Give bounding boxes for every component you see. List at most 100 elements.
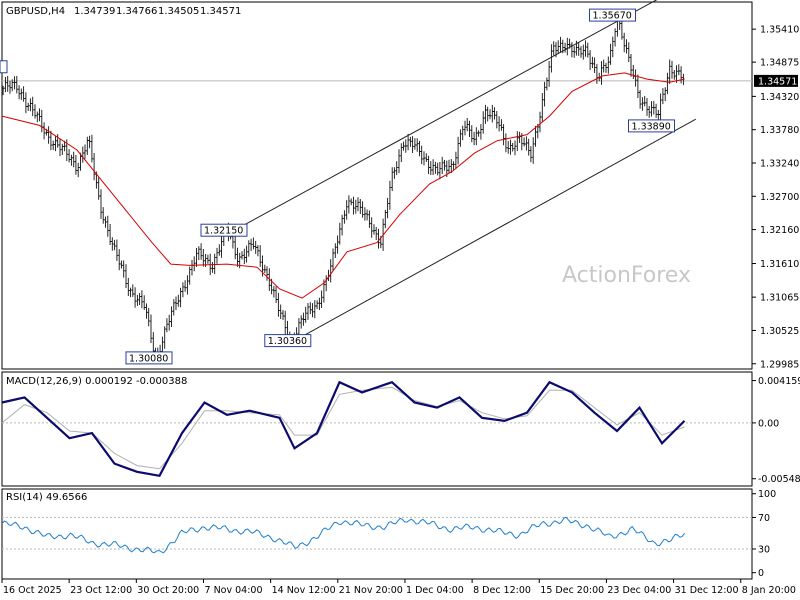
price-bar bbox=[461, 125, 464, 141]
price-bar bbox=[252, 237, 255, 250]
price-bar bbox=[507, 141, 510, 154]
price-bar bbox=[74, 155, 78, 175]
price-bar bbox=[340, 214, 344, 236]
price-bar bbox=[40, 109, 43, 133]
price-bar bbox=[240, 251, 244, 260]
price-bar bbox=[140, 290, 144, 309]
x-tick-label: 8 Jan 20:00 bbox=[742, 585, 796, 596]
price-bar bbox=[115, 239, 119, 261]
macd-signal-line bbox=[1, 386, 685, 470]
price-bar bbox=[177, 294, 180, 307]
x-tick-label: 7 Nov 04:00 bbox=[205, 585, 263, 596]
price-bar bbox=[648, 106, 651, 118]
price-bar bbox=[263, 264, 266, 273]
price-bar bbox=[29, 98, 32, 112]
price-bar bbox=[488, 109, 492, 120]
x-tick-label: 1 Dec 04:00 bbox=[406, 585, 464, 596]
price-bar bbox=[609, 43, 612, 65]
price-bar bbox=[493, 107, 496, 120]
price-bar bbox=[545, 77, 549, 91]
price-bar bbox=[234, 235, 237, 260]
price-bar bbox=[27, 102, 30, 111]
price-y-tick-label: 1.31065 bbox=[760, 293, 799, 304]
ohlc-open: 1.34739 bbox=[74, 6, 115, 17]
price-y-tick-label: 1.33240 bbox=[760, 159, 799, 170]
price-bar bbox=[47, 126, 50, 144]
price-bar bbox=[522, 137, 526, 147]
price-bar bbox=[586, 42, 589, 58]
price-bar bbox=[593, 57, 596, 73]
channel-lower-line bbox=[294, 118, 696, 342]
price-bar bbox=[254, 240, 257, 254]
price-bar bbox=[470, 125, 473, 143]
price-bar bbox=[104, 216, 107, 228]
price-bar bbox=[607, 56, 610, 74]
rsi-title: RSI(14) 49.6566 bbox=[6, 492, 87, 503]
macd-y-tick-label: 0.00 bbox=[758, 418, 779, 429]
price-bar bbox=[409, 136, 412, 147]
price-bar bbox=[131, 284, 134, 297]
price-bar bbox=[86, 136, 89, 155]
macd-y-tick-label: 0.004159 bbox=[758, 376, 800, 387]
price-bar bbox=[502, 124, 505, 146]
rsi-y-tick-label: 100 bbox=[758, 489, 776, 500]
current-price-tag-label: 1.34571 bbox=[758, 76, 797, 87]
price-bar bbox=[632, 65, 635, 79]
x-tick-label: 16 Oct 2025 bbox=[3, 585, 62, 596]
price-bar bbox=[527, 138, 530, 156]
price-bar bbox=[525, 136, 528, 151]
price-bar bbox=[133, 287, 137, 308]
price-bar bbox=[6, 75, 9, 92]
price-bar bbox=[361, 201, 364, 218]
price-bar bbox=[643, 96, 646, 107]
annotation-label: 1.30360 bbox=[268, 336, 307, 347]
price-bar bbox=[202, 249, 205, 267]
price-bar bbox=[384, 209, 387, 229]
price-y-tick-label: 1.31610 bbox=[760, 259, 799, 270]
price-bar bbox=[372, 224, 376, 235]
price-bar bbox=[673, 70, 676, 80]
price-bar bbox=[138, 293, 141, 305]
price-bar bbox=[429, 161, 432, 175]
price-bar bbox=[120, 260, 123, 269]
price-bar bbox=[92, 153, 96, 181]
price-bar bbox=[484, 104, 487, 124]
price-bar bbox=[302, 312, 305, 326]
price-bar bbox=[24, 92, 28, 114]
price-bar bbox=[163, 326, 166, 349]
price-bar bbox=[127, 277, 130, 296]
price-bar bbox=[350, 198, 353, 206]
price-bar bbox=[245, 245, 248, 263]
price-bar bbox=[215, 247, 219, 264]
price-bar bbox=[479, 124, 483, 140]
price-bar bbox=[183, 280, 187, 292]
price-bar bbox=[431, 159, 435, 175]
price-bar bbox=[165, 318, 169, 333]
price-bar bbox=[620, 19, 624, 40]
price-bar bbox=[634, 69, 637, 87]
price-bar bbox=[629, 54, 633, 77]
x-tick-label: 21 Nov 20:00 bbox=[339, 585, 403, 596]
price-bar bbox=[661, 88, 665, 105]
price-bar bbox=[347, 195, 351, 214]
price-bar bbox=[99, 189, 103, 219]
price-bar bbox=[466, 118, 469, 132]
ohlc-high: 1.34766 bbox=[116, 6, 157, 17]
price-bar bbox=[675, 65, 678, 83]
x-tick-label: 8 Dec 12:00 bbox=[473, 585, 531, 596]
price-bar bbox=[670, 60, 674, 79]
price-annotation: 1.30360 bbox=[264, 334, 312, 348]
price-bar bbox=[352, 196, 355, 215]
price-y-tick-label: 1.34320 bbox=[760, 92, 799, 103]
price-bar bbox=[190, 259, 194, 276]
price-bar bbox=[679, 66, 683, 84]
price-bar bbox=[604, 62, 608, 73]
price-bar bbox=[81, 146, 84, 163]
price-bar bbox=[334, 243, 337, 258]
price-bar bbox=[67, 149, 71, 163]
price-bar bbox=[186, 275, 189, 295]
price-bar bbox=[447, 159, 451, 174]
x-tick-label: 14 Nov 12:00 bbox=[272, 585, 336, 596]
